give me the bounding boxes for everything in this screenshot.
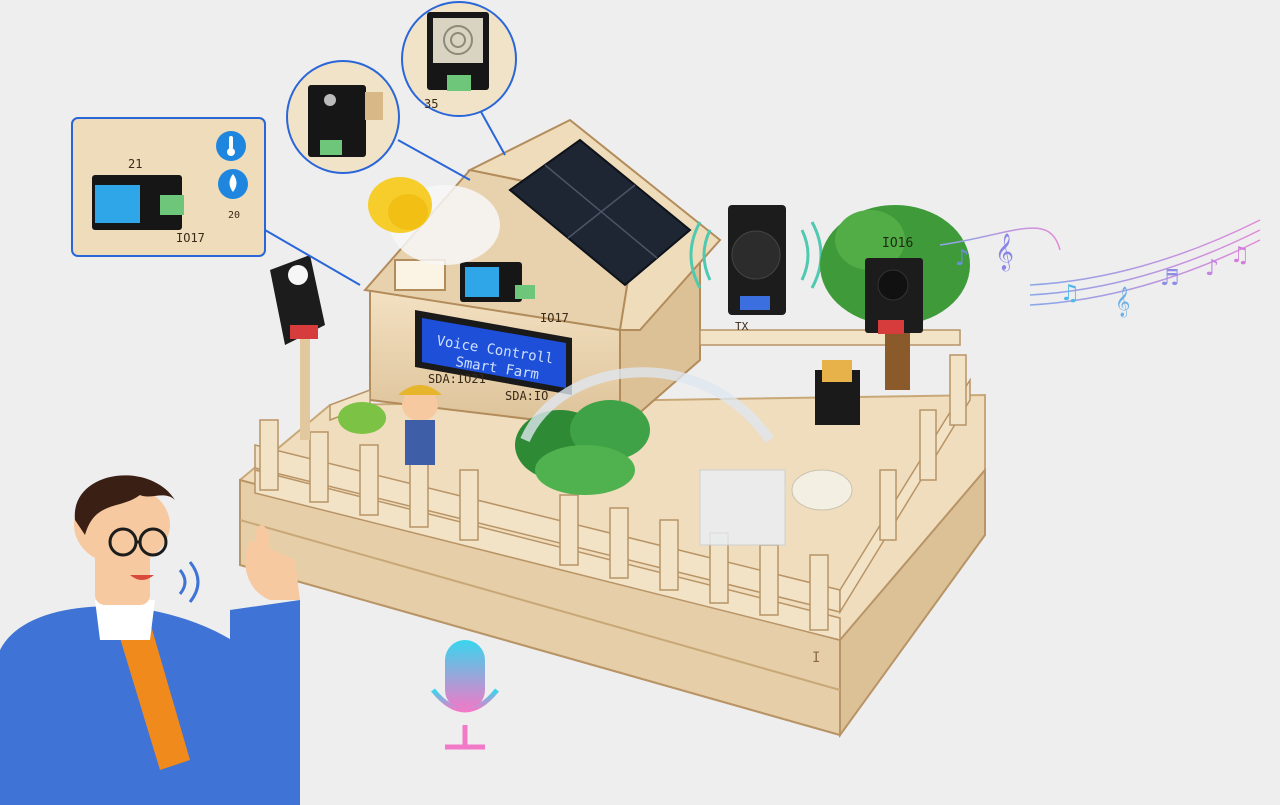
- music-notes-icon: ♪ 𝄞 ♫ 𝄞 ♬ ♪ ♫: [939, 219, 1261, 318]
- svg-text:♫: ♫: [1060, 281, 1080, 306]
- humidity-icon: [218, 169, 248, 199]
- house-io-label: IO17: [540, 311, 569, 325]
- inset-21-label: 21: [128, 157, 142, 171]
- wooden-house: Voice Controll Smart Farm IO17 SDA:IO21 …: [363, 118, 722, 433]
- inset-connector-line: [479, 109, 506, 156]
- thermometer-icon: [216, 131, 246, 161]
- sda-partial-label: SDA:IO: [505, 389, 548, 403]
- inset-io-label: IO17: [176, 231, 205, 245]
- sensor-35-label: 35: [424, 97, 438, 111]
- bush: [338, 402, 386, 434]
- inset-20-label: 20: [228, 210, 240, 221]
- water-tank: [699, 469, 786, 546]
- farmer-figure: [398, 385, 442, 465]
- microphone-icon: [431, 640, 499, 750]
- svg-text:♪: ♪: [1205, 256, 1219, 281]
- svg-text:♬: ♬: [1160, 266, 1180, 291]
- svg-text:♪: ♪: [955, 246, 969, 271]
- speaker-tx-label: TX: [735, 320, 749, 333]
- svg-text:♫: ♫: [1230, 243, 1250, 268]
- inset-connector-line: [397, 139, 471, 181]
- tree-buzzer: IO16: [820, 205, 970, 390]
- water-tube: [520, 367, 775, 443]
- ground-mark-label: I: [812, 650, 820, 666]
- temperature-humidity-inset: 21 IO17 20: [71, 117, 266, 257]
- inset-connector-line: [264, 229, 361, 286]
- speaking-person: [0, 475, 300, 805]
- tree-io-label: IO16: [882, 236, 913, 251]
- pump: [791, 469, 853, 511]
- lcd-display: Voice Controll Smart Farm: [415, 310, 572, 395]
- sda-label: SDA:IO21: [428, 372, 486, 386]
- led-module: [270, 255, 325, 440]
- fence: [254, 329, 971, 641]
- voice-module: TX: [689, 205, 823, 333]
- svg-text:𝄞: 𝄞: [995, 232, 1014, 271]
- sound-wave-icon: [331, 665, 595, 721]
- dht-sensor: [465, 267, 499, 297]
- light-sensor-inset: [286, 60, 400, 174]
- water-sensor-inset: 35: [401, 1, 517, 117]
- svg-text:𝄞: 𝄞: [1115, 286, 1130, 318]
- fan: [368, 177, 500, 265]
